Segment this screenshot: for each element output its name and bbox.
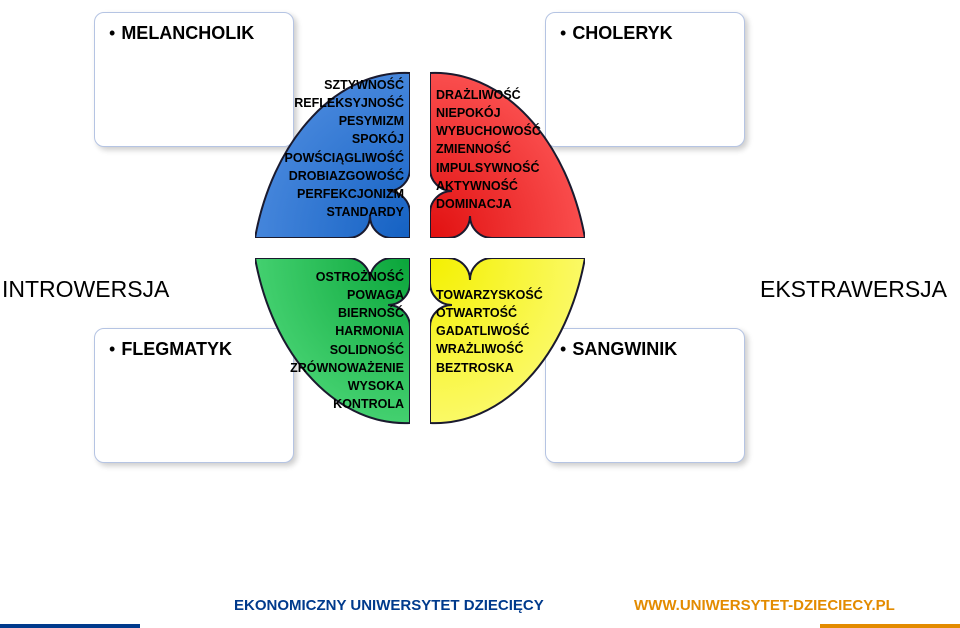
trait: ZRÓWNOWAŻENIE xyxy=(290,361,404,375)
trait: NIEPOKÓJ xyxy=(436,106,501,120)
trait: AKTYWNOŚĆ xyxy=(436,179,518,193)
trait: GADATLIWOŚĆ xyxy=(436,324,530,338)
trait: SPOKÓJ xyxy=(352,132,404,146)
trait: WRAŻLIWOŚĆ xyxy=(436,342,523,356)
trait: PERFEKCJONIZM xyxy=(297,187,404,201)
card-label: MELANCHOLIK xyxy=(121,23,254,43)
trait: POWAGA xyxy=(347,288,404,302)
card-label: CHOLERYK xyxy=(572,23,672,43)
trait: OTWARTOŚĆ xyxy=(436,306,517,320)
trait: STANDARDY xyxy=(326,205,404,219)
trait: PESYMIZM xyxy=(339,114,404,128)
trait: DROBIAZGOWOŚĆ xyxy=(289,169,404,183)
footer-right-text: WWW.UNIWERSYTET-DZIECIECY.PL xyxy=(634,597,895,614)
axis-introwersja: INTROWERSJA xyxy=(2,276,169,303)
footer-bar-right xyxy=(820,624,960,628)
quadrant-flegmatyk: OSTROŻNOŚĆ POWAGA BIERNOŚĆ HARMONIA SOLI… xyxy=(255,258,410,478)
traits-sangwinik: TOWARZYSKOŚĆ OTWARTOŚĆ GADATLIWOŚĆ WRAŻL… xyxy=(430,286,585,377)
bullet-icon: • xyxy=(109,23,115,43)
trait: KONTROLA xyxy=(333,397,404,411)
footer: EKONOMICZNY UNIWERSYTET DZIECIĘCY WWW.UN… xyxy=(0,580,960,628)
trait: OSTROŻNOŚĆ xyxy=(316,270,404,284)
quadrant-sangwinik: TOWARZYSKOŚĆ OTWARTOŚĆ GADATLIWOŚĆ WRAŻL… xyxy=(430,258,585,478)
card-label: SANGWINIK xyxy=(572,339,677,359)
traits-flegmatyk: OSTROŻNOŚĆ POWAGA BIERNOŚĆ HARMONIA SOLI… xyxy=(255,268,410,413)
trait: HARMONIA xyxy=(335,324,404,338)
quadrant-melancholik: SZTYWNOŚĆ REFLEKSYJNOŚĆ PESYMIZM SPOKÓJ … xyxy=(255,18,410,238)
trait: TOWARZYSKOŚĆ xyxy=(436,288,543,302)
trait: ZMIENNOŚĆ xyxy=(436,142,511,156)
trait: IMPULSYWNOŚĆ xyxy=(436,161,539,175)
card-label: FLEGMATYK xyxy=(121,339,232,359)
quadrant-choleryk: DRAŻLIWOŚĆ NIEPOKÓJ WYBUCHOWOŚĆ ZMIENNOŚ… xyxy=(430,18,585,238)
trait: DOMINACJA xyxy=(436,197,512,211)
footer-left-text: EKONOMICZNY UNIWERSYTET DZIECIĘCY xyxy=(234,597,544,614)
trait: WYSOKA xyxy=(348,379,404,393)
trait: BIERNOŚĆ xyxy=(338,306,404,320)
temperament-circle: SZTYWNOŚĆ REFLEKSYJNOŚĆ PESYMIZM SPOKÓJ … xyxy=(255,18,585,478)
traits-choleryk: DRAŻLIWOŚĆ NIEPOKÓJ WYBUCHOWOŚĆ ZMIENNOŚ… xyxy=(430,86,585,213)
footer-bar-left xyxy=(0,624,140,628)
bullet-icon: • xyxy=(109,339,115,359)
trait: POWŚCIĄGLIWOŚĆ xyxy=(285,151,404,165)
trait: DRAŻLIWOŚĆ xyxy=(436,88,521,102)
trait: REFLEKSYJNOŚĆ xyxy=(294,96,404,110)
trait: SOLIDNOŚĆ xyxy=(330,343,404,357)
axis-ekstrawersja: EKSTRAWERSJA xyxy=(760,276,947,303)
traits-melancholik: SZTYWNOŚĆ REFLEKSYJNOŚĆ PESYMIZM SPOKÓJ … xyxy=(255,76,410,221)
trait: SZTYWNOŚĆ xyxy=(324,78,404,92)
trait: WYBUCHOWOŚĆ xyxy=(436,124,541,138)
trait: BEZTROSKA xyxy=(436,361,514,375)
